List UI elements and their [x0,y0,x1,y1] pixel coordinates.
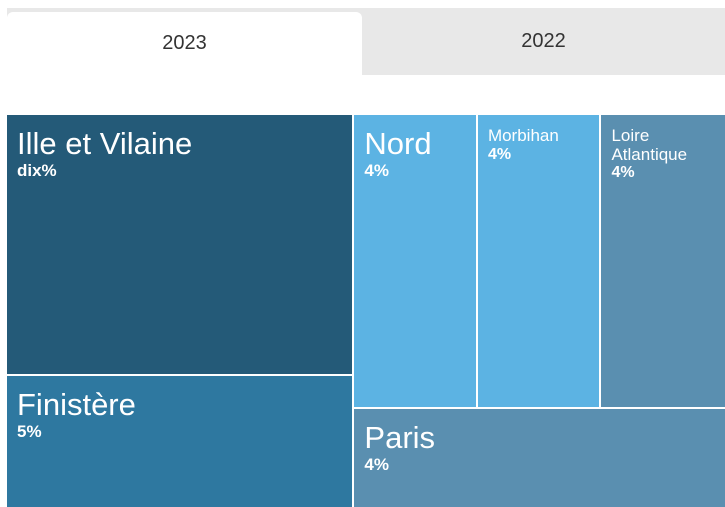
cell-label: Ille et Vilaine [17,126,193,161]
tab[interactable]: 2023 [7,12,362,75]
tab-bar: 2023 2022 [7,8,725,75]
cell-value: dix% [17,161,57,181]
cell-label: Morbihan [487,126,559,145]
cell-value: 4% [611,164,635,182]
cell-value: 4% [364,455,389,475]
cell-value: 5% [17,422,42,442]
tab[interactable]: 2022 [521,30,566,52]
treemap-cell: Finistère 5% [7,376,353,507]
treemap-cell: Paris 4% [354,409,725,507]
treemap-cell: Morbihan 4% [477,115,600,407]
cell-label: Loire Atlantique [611,126,688,164]
cell-label: Nord [364,126,432,161]
cell-value: 4% [364,161,389,181]
cell-label: Paris [364,420,436,455]
cell-value: 4% [487,145,512,163]
treemap-cell: Ille et Vilaine dix% [7,115,353,375]
treemap-cell: Nord 4% [354,115,476,407]
treemap-cell: Loire Atlantique 4% [601,115,725,407]
cell-label: Finistère [17,387,136,423]
treemap: Ille et Vilaine dix% Finistère 5% Nord 4% Morb… [7,115,725,507]
